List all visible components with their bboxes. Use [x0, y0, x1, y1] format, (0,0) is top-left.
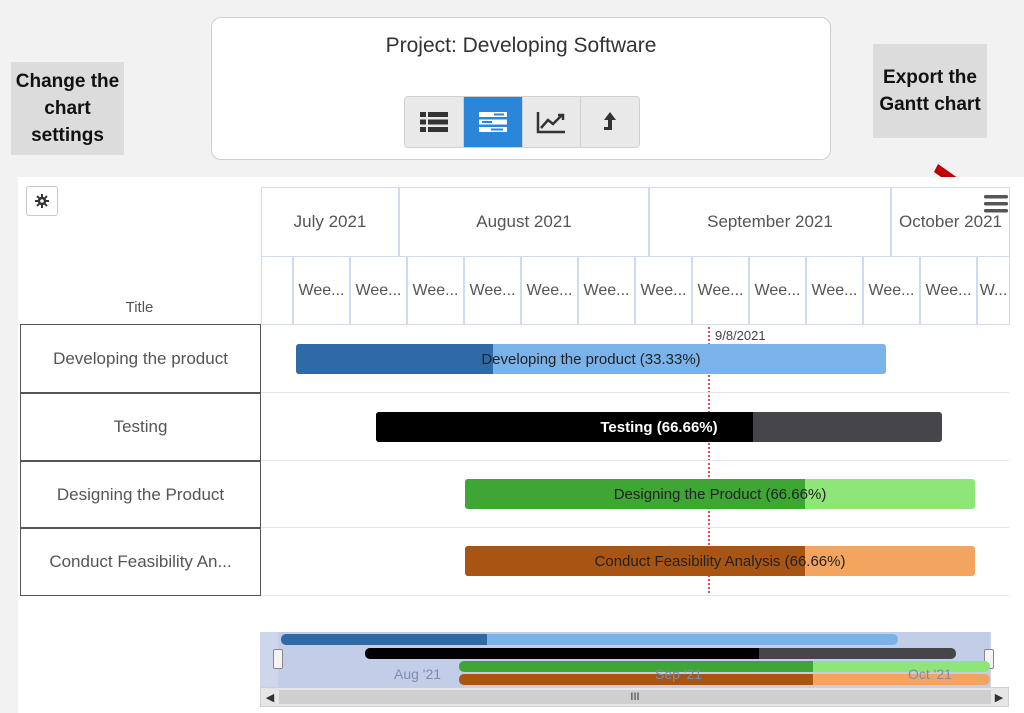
- navigator-left-handle[interactable]: [273, 649, 283, 669]
- week-header: Wee...: [350, 256, 407, 325]
- week-header: Wee...: [293, 256, 350, 325]
- week-header: W...: [977, 256, 1010, 325]
- row-separator: [261, 460, 1009, 461]
- task-bar-label: Developing the product (33.33%): [481, 350, 701, 368]
- task-title-cell: Conduct Feasibility An...: [20, 528, 261, 596]
- week-header: Wee...: [920, 256, 977, 325]
- settings-callout-text: Change the chart settings: [15, 71, 120, 146]
- navigator-scrollbar[interactable]: ◀ III ▶: [260, 687, 1009, 707]
- gantt-view-button[interactable]: [463, 97, 523, 147]
- settings-button[interactable]: [26, 186, 58, 216]
- task-bar[interactable]: Developing the product (33.33%): [296, 344, 886, 374]
- chart-view-button[interactable]: [522, 97, 582, 147]
- navigator-task-bar: [365, 648, 956, 659]
- navigator-date-label: Oct '21: [908, 666, 952, 682]
- month-header: July 2021: [261, 187, 399, 257]
- task-bar-progress: [465, 546, 805, 576]
- task-bar[interactable]: Conduct Feasibility Analysis (66.66%): [465, 546, 975, 576]
- task-bar-label: Conduct Feasibility Analysis (66.66%): [594, 552, 846, 570]
- upload-button[interactable]: [581, 97, 639, 147]
- navigator-task-bar: [459, 674, 990, 685]
- export-callout: Export the Gantt chart: [873, 44, 987, 138]
- project-header-panel: Project: Developing Software: [211, 17, 831, 160]
- task-title-cell: Testing: [20, 393, 261, 461]
- up-arrow-icon: [604, 112, 617, 130]
- week-header: Wee...: [863, 256, 920, 325]
- navigator-task-progress: [281, 634, 487, 645]
- task-bar-progress: [296, 344, 493, 374]
- navigator-task-progress: [459, 674, 813, 685]
- row-separator: [261, 595, 1009, 596]
- gantt-icon: [478, 112, 507, 132]
- export-menu-icon[interactable]: [984, 195, 1008, 213]
- list-view-button[interactable]: [405, 97, 464, 147]
- week-header: Wee...: [692, 256, 749, 325]
- list-icon: [419, 112, 448, 132]
- month-header: October 2021: [891, 187, 1010, 257]
- timeline-navigator[interactable]: ◀ III ▶ Aug '21 Sep '21 Oct '21: [260, 632, 1009, 707]
- week-header-blank: [261, 256, 293, 325]
- task-bar[interactable]: Testing (66.66%): [376, 412, 942, 442]
- project-title: Project: Developing Software: [385, 34, 657, 57]
- scroll-thumb-grip: III: [630, 691, 640, 703]
- view-toolbar: [404, 96, 640, 148]
- scroll-left-arrow-icon[interactable]: ◀: [265, 691, 275, 704]
- week-header: Wee...: [578, 256, 635, 325]
- navigator-task-progress: [459, 661, 813, 672]
- week-header: Wee...: [464, 256, 521, 325]
- navigator-task-bar: [281, 634, 898, 645]
- row-separator: [261, 392, 1009, 393]
- gear-icon: [35, 194, 49, 208]
- navigator-task-bar: [459, 661, 990, 672]
- today-marker-label: 9/8/2021: [715, 328, 766, 343]
- task-title-cell: Designing the Product: [20, 461, 261, 528]
- week-header: Wee...: [635, 256, 692, 325]
- week-header: Wee...: [521, 256, 578, 325]
- navigator-task-progress: [365, 648, 759, 659]
- month-header: August 2021: [399, 187, 649, 257]
- task-bar-label: Designing the Product (66.66%): [613, 485, 827, 503]
- task-bar-progress: [376, 412, 754, 442]
- task-title-cell: Developing the product: [20, 324, 261, 393]
- task-bar-progress: [465, 479, 805, 509]
- row-separator: [261, 527, 1009, 528]
- week-header: Wee...: [806, 256, 863, 325]
- settings-callout: Change the chart settings: [11, 62, 124, 155]
- task-bar-label: Testing (66.66%): [600, 418, 718, 436]
- navigator-date-label: Sep '21: [655, 666, 703, 682]
- navigator-date-label: Aug '21: [394, 666, 442, 682]
- gantt-chart-area: Title 9/8/2021 ◀ III ▶ Aug '21 Sep '21 Oct…: [18, 177, 1024, 713]
- line-chart-icon: [537, 112, 566, 134]
- title-column-header: Title: [125, 299, 154, 316]
- scroll-right-arrow-icon[interactable]: ▶: [994, 691, 1004, 704]
- week-header: Wee...: [407, 256, 464, 325]
- export-callout-text: Export the Gantt chart: [879, 67, 981, 115]
- month-header: September 2021: [649, 187, 891, 257]
- task-bar[interactable]: Designing the Product (66.66%): [465, 479, 975, 509]
- week-header: Wee...: [749, 256, 806, 325]
- scroll-thumb[interactable]: III: [279, 690, 991, 704]
